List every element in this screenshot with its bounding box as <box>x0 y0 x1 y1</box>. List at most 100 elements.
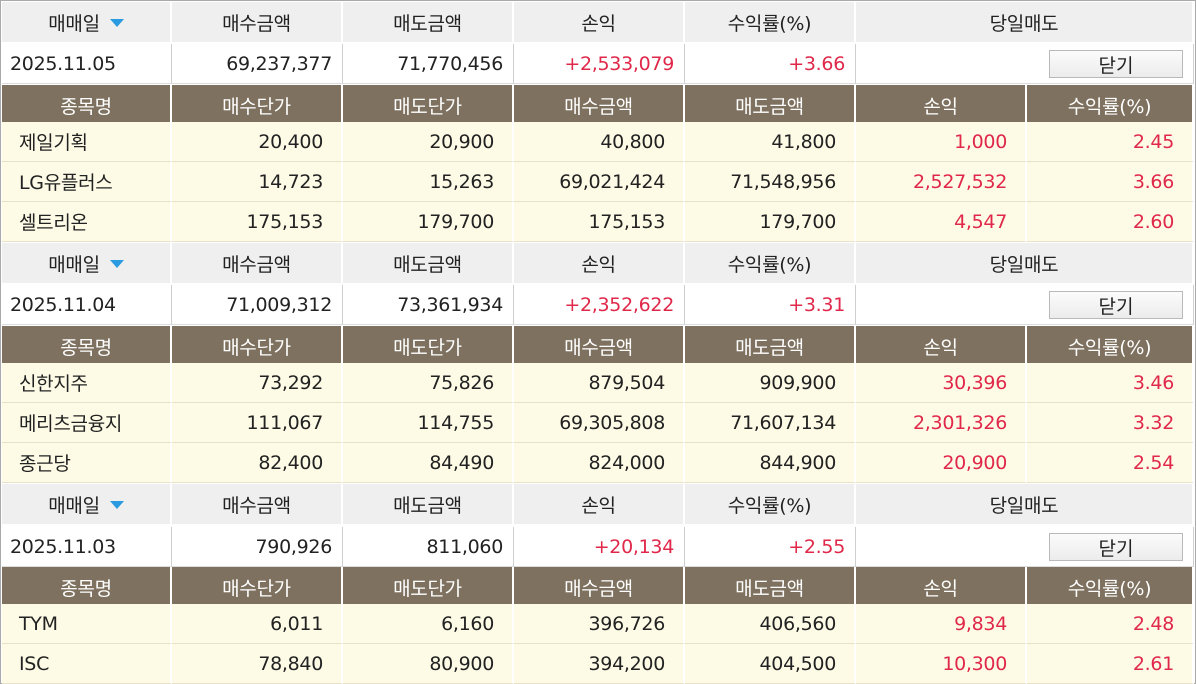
return-rate: 2.45 <box>1027 122 1194 162</box>
return-rate: 2.61 <box>1027 644 1194 684</box>
col-return: 수익률(%) <box>1027 85 1194 125</box>
stock-name: 신한지주 <box>2 363 172 403</box>
sell-price: 80,900 <box>343 644 514 684</box>
group-header: 매매일 매수금액 매도금액 손익 수익률(%) 당일매도 <box>2 243 1194 283</box>
sell-price: 75,826 <box>343 363 514 403</box>
summary-row[interactable]: 2025.11.03 790,926 811,060 +20,134 +2.55… <box>2 527 1194 567</box>
table-row[interactable]: 메리츠금융지 111,067 114,755 69,305,808 71,607… <box>2 403 1194 443</box>
summary-sell-amount: 71,770,456 <box>343 44 514 84</box>
stock-name: 제일기획 <box>2 122 172 162</box>
col-sell-amount: 매도금액 <box>685 85 856 125</box>
summary-return: +2.55 <box>685 527 856 567</box>
col-pnl: 손익 <box>856 326 1027 366</box>
table-row[interactable]: 제일기획 20,400 20,900 40,800 41,800 1,000 2… <box>2 122 1194 162</box>
header-label: 매매일 <box>48 12 100 35</box>
summary-date: 2025.11.05 <box>2 44 172 84</box>
summary-pnl: +2,533,079 <box>514 44 685 84</box>
header-return: 수익률(%) <box>685 484 856 524</box>
summary-pnl: +2,352,622 <box>514 285 685 325</box>
sell-price: 179,700 <box>343 202 514 242</box>
summary-buy-amount: 71,009,312 <box>172 285 343 325</box>
pnl: 2,527,532 <box>856 162 1027 202</box>
header-label: 매매일 <box>48 253 100 276</box>
sell-amount: 71,607,134 <box>685 403 856 443</box>
sort-down-icon[interactable] <box>109 19 124 27</box>
summary-row[interactable]: 2025.11.05 69,237,377 71,770,456 +2,533,… <box>2 44 1194 84</box>
pnl: 10,300 <box>856 644 1027 684</box>
table-row[interactable]: LG유플러스 14,723 15,263 69,021,424 71,548,9… <box>2 162 1194 202</box>
return-rate: 2.48 <box>1027 604 1194 644</box>
pnl: 1,000 <box>856 122 1027 162</box>
return-rate: 2.54 <box>1027 443 1194 483</box>
col-sell-price: 매도단가 <box>343 326 514 366</box>
sell-amount: 406,560 <box>685 604 856 644</box>
summary-buy-amount: 790,926 <box>172 527 343 567</box>
table-row[interactable]: 셀트리온 175,153 179,700 175,153 179,700 4,5… <box>2 202 1194 242</box>
sell-amount: 179,700 <box>685 202 856 242</box>
sort-down-icon[interactable] <box>109 260 124 268</box>
header-buy-amount: 매수금액 <box>172 2 343 42</box>
col-sell-price: 매도단가 <box>343 85 514 125</box>
pnl: 30,396 <box>856 363 1027 403</box>
stock-name: TYM <box>2 604 172 644</box>
pnl: 2,301,326 <box>856 403 1027 443</box>
header-trade-date[interactable]: 매매일 <box>2 2 172 42</box>
close-button[interactable]: 닫기 <box>1049 533 1183 561</box>
summary-sell-amount: 73,361,934 <box>343 285 514 325</box>
buy-price: 73,292 <box>172 363 343 403</box>
group-header: 매매일 매수금액 매도금액 손익 수익률(%) 당일매도 <box>2 484 1194 524</box>
header-pnl: 손익 <box>514 2 685 42</box>
table-row[interactable]: TYM 6,011 6,160 396,726 406,560 9,834 2.… <box>2 604 1194 644</box>
col-sell-amount: 매도금액 <box>685 567 856 607</box>
group-header: 매매일 매수금액 매도금액 손익 수익률(%) 당일매도 <box>2 2 1194 42</box>
sell-amount: 909,900 <box>685 363 856 403</box>
summary-sell-amount: 811,060 <box>343 527 514 567</box>
header-trade-date[interactable]: 매매일 <box>2 243 172 283</box>
col-stock-name: 종목명 <box>2 85 172 125</box>
pnl: 9,834 <box>856 604 1027 644</box>
col-buy-amount: 매수금액 <box>514 85 685 125</box>
detail-header: 종목명 매수단가 매도단가 매수금액 매도금액 손익 수익률(%) <box>2 85 1194 125</box>
stock-name: ISC <box>2 644 172 684</box>
sell-amount: 844,900 <box>685 443 856 483</box>
col-sell-amount: 매도금액 <box>685 326 856 366</box>
stock-name: LG유플러스 <box>2 162 172 202</box>
table-row[interactable]: ISC 78,840 80,900 394,200 404,500 10,300… <box>2 644 1194 684</box>
sort-down-icon[interactable] <box>109 501 124 509</box>
header-sell-amount: 매도금액 <box>343 2 514 42</box>
return-rate: 2.60 <box>1027 202 1194 242</box>
buy-price: 20,400 <box>172 122 343 162</box>
close-button[interactable]: 닫기 <box>1049 50 1183 78</box>
sell-amount: 404,500 <box>685 644 856 684</box>
table-row[interactable]: 신한지주 73,292 75,826 879,504 909,900 30,39… <box>2 363 1194 403</box>
col-buy-price: 매수단가 <box>172 326 343 366</box>
return-rate: 3.32 <box>1027 403 1194 443</box>
summary-row[interactable]: 2025.11.04 71,009,312 73,361,934 +2,352,… <box>2 285 1194 325</box>
col-sell-price: 매도단가 <box>343 567 514 607</box>
col-buy-amount: 매수금액 <box>514 567 685 607</box>
summary-date: 2025.11.03 <box>2 527 172 567</box>
summary-return: +3.66 <box>685 44 856 84</box>
return-rate: 3.66 <box>1027 162 1194 202</box>
col-stock-name: 종목명 <box>2 567 172 607</box>
col-stock-name: 종목명 <box>2 326 172 366</box>
buy-amount: 879,504 <box>514 363 685 403</box>
stock-name: 메리츠금융지 <box>2 403 172 443</box>
header-same-day-sell: 당일매도 <box>856 2 1194 42</box>
buy-amount: 394,200 <box>514 644 685 684</box>
col-pnl: 손익 <box>856 85 1027 125</box>
table-row[interactable]: 종근당 82,400 84,490 824,000 844,900 20,900… <box>2 443 1194 483</box>
header-pnl: 손익 <box>514 484 685 524</box>
buy-price: 111,067 <box>172 403 343 443</box>
buy-amount: 824,000 <box>514 443 685 483</box>
close-button[interactable]: 닫기 <box>1049 291 1183 319</box>
header-same-day-sell: 당일매도 <box>856 243 1194 283</box>
col-pnl: 손익 <box>856 567 1027 607</box>
summary-buy-amount: 69,237,377 <box>172 44 343 84</box>
header-sell-amount: 매도금액 <box>343 484 514 524</box>
sell-price: 84,490 <box>343 443 514 483</box>
header-trade-date[interactable]: 매매일 <box>2 484 172 524</box>
header-return: 수익률(%) <box>685 2 856 42</box>
sell-amount: 71,548,956 <box>685 162 856 202</box>
